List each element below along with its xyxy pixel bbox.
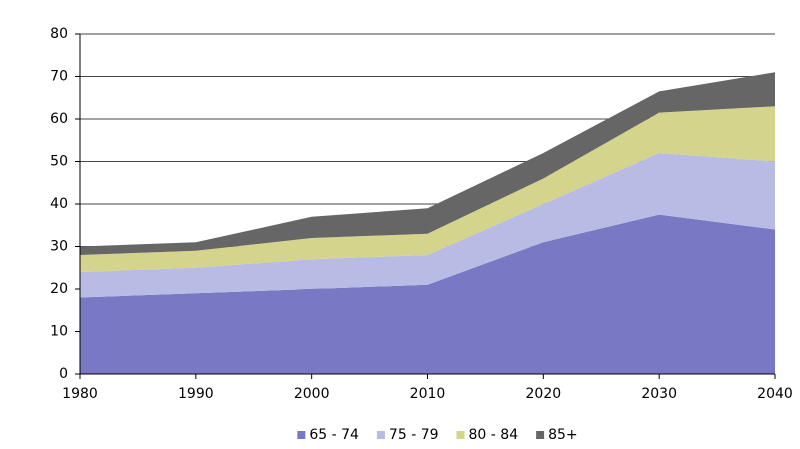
y-tick-label: 60 bbox=[50, 111, 68, 127]
area bbox=[80, 72, 775, 255]
legend-swatch bbox=[456, 431, 465, 439]
y-tick-label: 10 bbox=[50, 324, 68, 340]
legend-swatch bbox=[376, 431, 385, 439]
area bbox=[80, 106, 775, 272]
x-tick-label: 2000 bbox=[294, 386, 330, 402]
x-tick-label: 1980 bbox=[62, 386, 98, 402]
legend-swatch bbox=[297, 431, 306, 439]
legend-label: 85+ bbox=[548, 427, 578, 443]
legend-label: 65 - 74 bbox=[309, 427, 359, 443]
y-tick-label: 20 bbox=[50, 281, 68, 297]
x-tick-label: 2030 bbox=[641, 386, 677, 402]
legend-label: 75 - 79 bbox=[389, 427, 439, 443]
legend: 65 - 74 75 - 79 80 - 84 85+ bbox=[297, 427, 578, 443]
x-tick-label: 2020 bbox=[526, 386, 562, 402]
y-tick-label: 30 bbox=[50, 239, 68, 255]
x-tick-label: 2040 bbox=[757, 386, 793, 402]
x-tick-label: 2010 bbox=[410, 386, 446, 402]
x-tick-label: 1990 bbox=[178, 386, 214, 402]
y-tick-label: 70 bbox=[50, 69, 68, 85]
area bbox=[80, 214, 775, 374]
area bbox=[80, 153, 775, 298]
y-tick-label: 40 bbox=[50, 196, 68, 212]
legend-label: 80 - 84 bbox=[469, 427, 519, 443]
legend-swatch bbox=[536, 431, 545, 439]
y-tick-label: 50 bbox=[50, 154, 68, 170]
y-tick-label: 80 bbox=[50, 26, 68, 42]
y-tick-label: 0 bbox=[59, 366, 68, 382]
